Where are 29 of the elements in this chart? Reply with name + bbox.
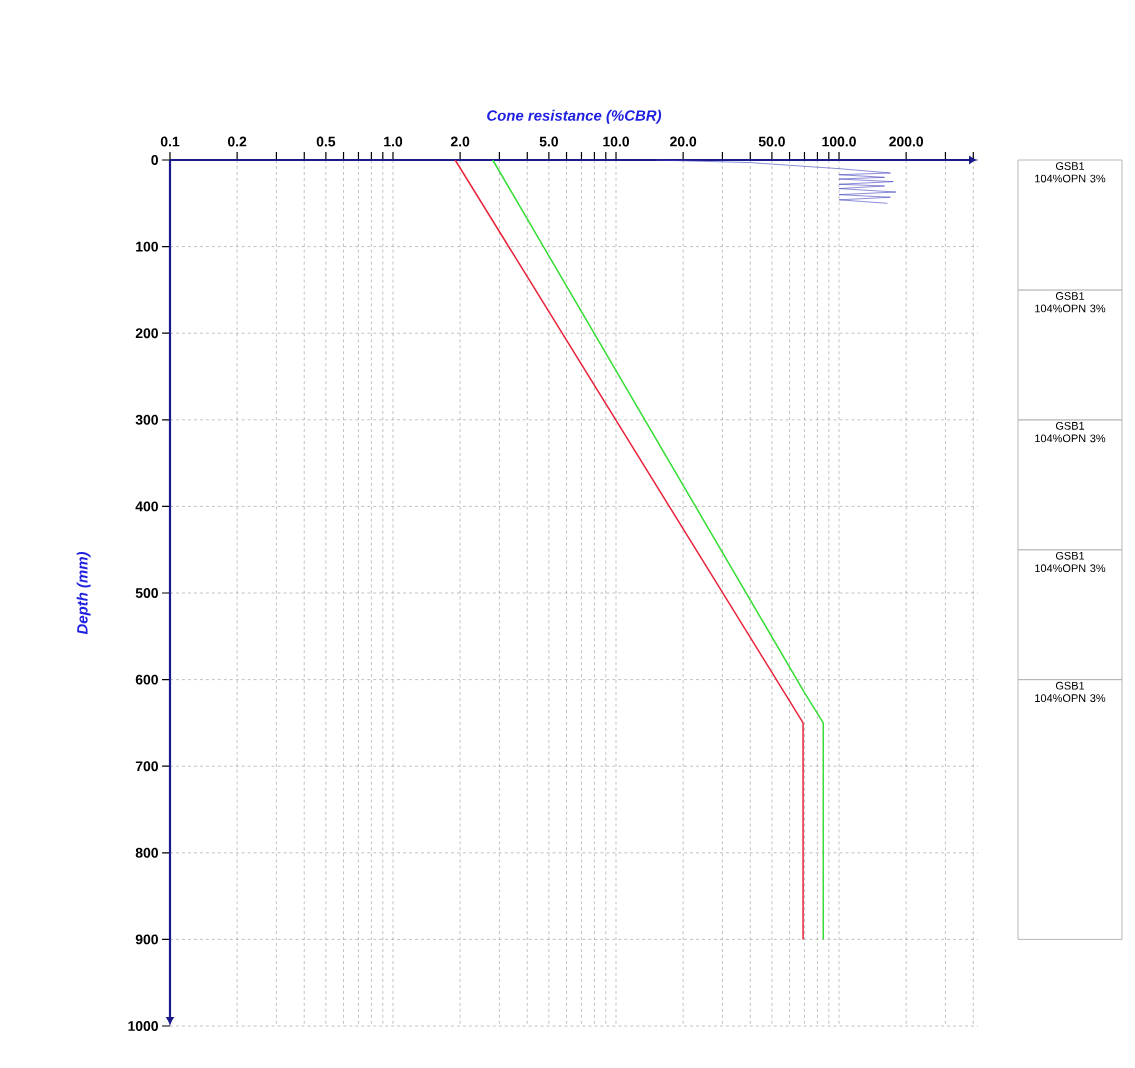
series-label: GSB1 104%OPN 3%: [1035, 422, 1106, 443]
y-tick-label: 300: [135, 414, 158, 425]
x-axis-title: Cone resistance (%CBR): [487, 109, 662, 124]
x-tick-label: 100.0: [822, 136, 856, 147]
x-tick-label: 2.0: [450, 136, 470, 147]
y-tick-label: 400: [135, 501, 158, 512]
x-tick-label: 0.2: [227, 136, 247, 147]
y-tick-label: 800: [135, 847, 158, 858]
y-tick-label: 200: [135, 328, 158, 339]
x-tick-label: 0.5: [316, 136, 336, 147]
x-tick-label: 5.0: [539, 136, 559, 147]
series-label: GSB1 104%OPN 3%: [1035, 162, 1106, 183]
series-label: GSB1 104%OPN 3%: [1035, 681, 1106, 703]
series-label: GSB1 104%OPN 3%: [1035, 551, 1106, 573]
x-tick-label: 10.0: [603, 136, 630, 147]
y-tick-label: 600: [135, 674, 158, 685]
y-tick-label: 0: [151, 155, 158, 165]
x-tick-label: 0.1: [160, 136, 180, 147]
y-tick-label: 900: [135, 934, 158, 945]
x-tick-label: 200.0: [889, 136, 924, 147]
y-axis-title: Depth (mm): [76, 551, 91, 635]
y-tick-label: 100: [136, 241, 158, 252]
y-tick-label: 500: [135, 588, 158, 598]
y-tick-label: 700: [135, 761, 158, 772]
y-tick-label: 1000: [128, 1021, 158, 1031]
x-tick-label: 20.0: [670, 136, 697, 147]
x-tick-label: 50.0: [758, 136, 785, 147]
x-tick-label: 1.0: [384, 136, 403, 147]
series-label: GSB1 104%OPN 3%: [1035, 292, 1106, 313]
